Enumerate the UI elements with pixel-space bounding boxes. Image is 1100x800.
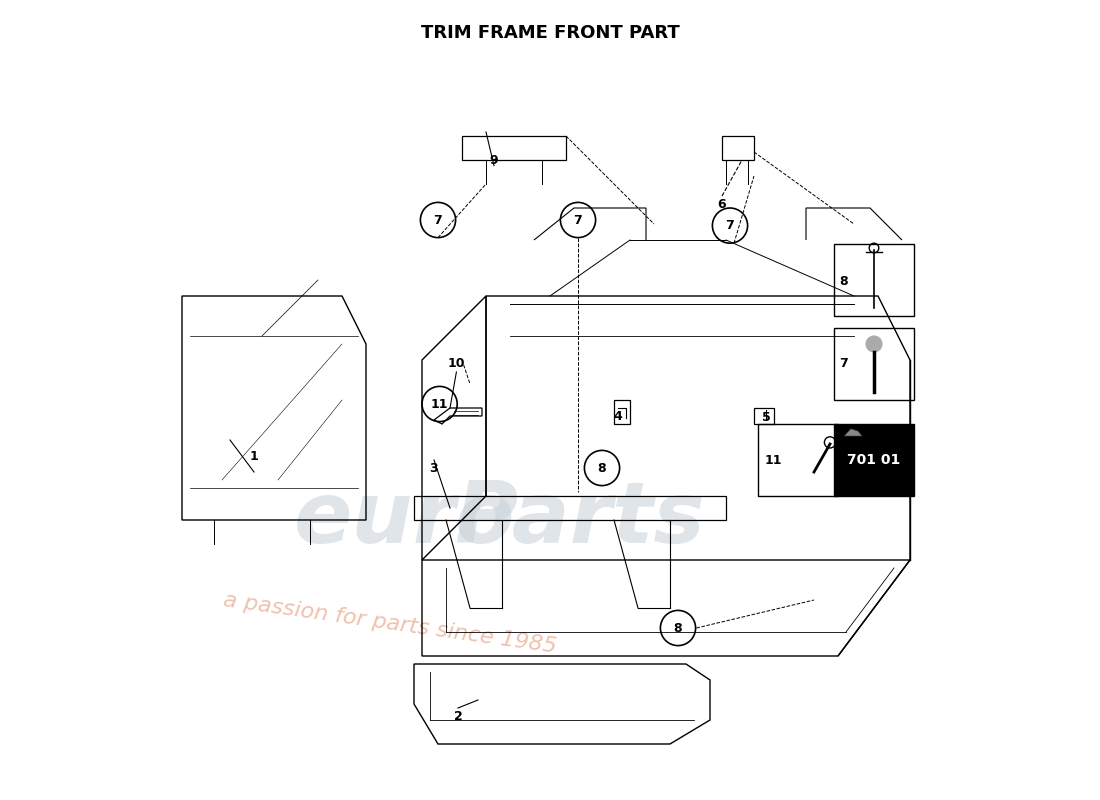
Text: 7: 7	[573, 214, 582, 226]
Bar	[834, 328, 914, 400]
Text: TRIM FRAME FRONT PART: TRIM FRAME FRONT PART	[420, 24, 680, 42]
Text: 3: 3	[430, 462, 438, 474]
Bar	[758, 424, 838, 496]
Text: 9: 9	[490, 154, 498, 166]
Text: 8: 8	[673, 622, 682, 634]
Text: 8: 8	[839, 275, 848, 288]
Text: 701 01: 701 01	[847, 453, 901, 467]
Text: a passion for parts since 1985: a passion for parts since 1985	[222, 590, 558, 658]
Text: 10: 10	[448, 358, 465, 370]
Text: euro: euro	[294, 478, 516, 562]
Text: 5: 5	[761, 411, 770, 424]
Text: 8: 8	[597, 462, 606, 474]
Text: 6: 6	[717, 198, 726, 210]
Bar	[834, 244, 914, 316]
Polygon shape	[845, 429, 862, 436]
Text: 7: 7	[433, 214, 442, 226]
Text: 2: 2	[453, 710, 462, 722]
Text: 11: 11	[764, 454, 782, 466]
Text: 7: 7	[726, 219, 735, 232]
Text: 11: 11	[431, 398, 449, 410]
Text: 7: 7	[839, 358, 848, 370]
Text: 1: 1	[250, 450, 258, 462]
Circle shape	[866, 336, 882, 352]
Text: 4: 4	[614, 410, 623, 422]
Bar	[834, 424, 914, 496]
Text: Parts: Parts	[454, 478, 705, 562]
Bar	[614, 400, 630, 424]
Bar	[754, 408, 774, 424]
